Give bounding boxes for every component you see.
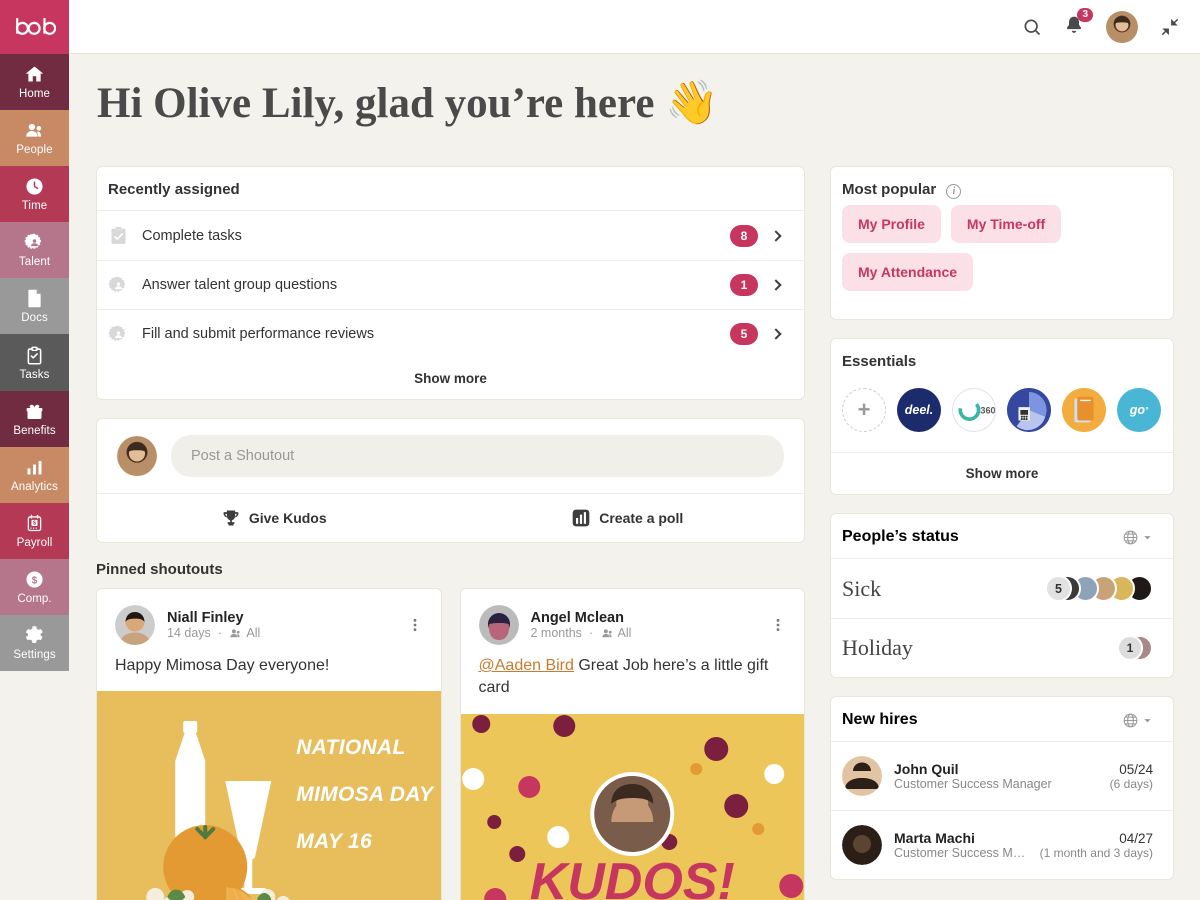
svg-text:MIMOSA DAY: MIMOSA DAY xyxy=(296,783,435,806)
svg-text:$: $ xyxy=(33,520,36,526)
svg-text:KUDOS!: KUDOS! xyxy=(529,853,734,900)
svg-text:MAY 16: MAY 16 xyxy=(296,830,372,853)
svg-text:$: $ xyxy=(32,575,38,586)
svg-text:NATIONAL: NATIONAL xyxy=(296,736,405,759)
svg-text:360: 360 xyxy=(980,406,995,416)
